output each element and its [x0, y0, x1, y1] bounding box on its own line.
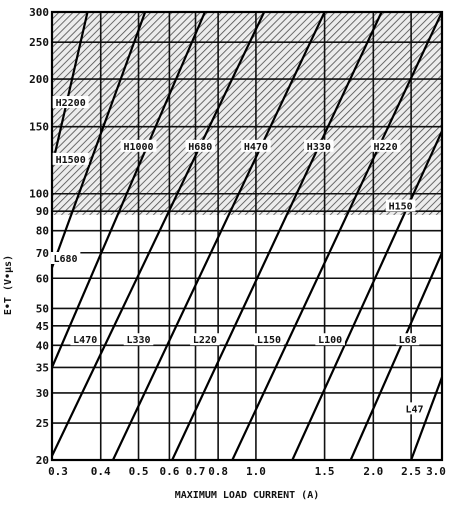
region-label-bg [190, 333, 220, 346]
region-boundary-line [52, 12, 89, 167]
region-label: L150 [254, 333, 284, 346]
region-label-bg [120, 139, 157, 152]
region-label: L470 [70, 333, 101, 346]
region-label: H150 [385, 199, 416, 213]
region-label-bg [370, 139, 401, 152]
region-label-text: H1000 [123, 142, 153, 153]
x-tick-label: 0.6 [159, 465, 179, 478]
y-tick-label: 30 [36, 387, 49, 400]
x-tick-label: 0.3 [48, 465, 68, 478]
region-label-bg [52, 152, 89, 165]
x-axis-title: MAXIMUM LOAD CURRENT (A) [175, 490, 320, 501]
region-label-bg [402, 402, 427, 415]
region-boundary-line [111, 12, 326, 460]
region-label-text: L47 [405, 404, 423, 415]
region-label-text: L330 [126, 335, 150, 346]
region-label-bg [70, 333, 101, 346]
region-label: H470 [241, 139, 271, 153]
y-tick-label: 60 [36, 272, 49, 285]
region-boundary-line [349, 252, 442, 460]
region-boundary-line [52, 12, 266, 457]
region-label-bg [185, 139, 216, 152]
y-tick-label: 40 [36, 339, 49, 352]
region-label-bg [304, 139, 334, 152]
region-boundary-line [171, 12, 383, 460]
x-tick-label: 2.0 [363, 465, 383, 478]
region-label-bg [315, 333, 345, 346]
region-label-text: L470 [73, 335, 97, 346]
region-label: H330 [304, 139, 334, 153]
y-tick-label: 50 [36, 302, 49, 315]
region-label-text: H330 [307, 142, 331, 153]
region-label-text: L680 [54, 254, 78, 265]
plot-frame [50, 10, 444, 462]
region-label: H2200 [52, 96, 89, 109]
region-label-text: H1500 [56, 155, 86, 166]
region-label-text: L68 [399, 335, 417, 346]
region-label-bg [123, 333, 154, 346]
region-label: L100 [315, 333, 345, 346]
y-tick-label: 200 [29, 73, 49, 86]
region-label-text: L150 [257, 335, 281, 346]
region-label-bg [241, 139, 271, 152]
region-boundary-line [52, 12, 206, 368]
region-label-text: H220 [374, 142, 398, 153]
region-label-bg [52, 96, 89, 109]
region-label-bg [50, 251, 81, 264]
region-label: L47 [402, 402, 427, 415]
region-label: L680 [50, 251, 81, 265]
region-label-bg [254, 333, 284, 346]
region-label: H220 [370, 139, 401, 153]
y-tick-label: 90 [36, 205, 49, 218]
region-label-bg [396, 333, 420, 346]
region-label-text: H470 [244, 142, 268, 153]
x-tick-label: 3.0 [426, 465, 446, 478]
x-tick-label: 2.5 [401, 465, 421, 478]
x-tick-label: 0.4 [91, 465, 111, 478]
y-tick-label: 300 [29, 6, 49, 19]
y-tick-label: 35 [36, 361, 49, 374]
region-label-text: L220 [193, 335, 217, 346]
region-label-text: H680 [188, 142, 212, 153]
region-boundary-line [52, 12, 147, 268]
region-boundary-line [231, 12, 442, 460]
region-label: H1000 [120, 139, 157, 153]
y-tick-label: 250 [29, 36, 49, 49]
y-tick-label: 25 [36, 417, 49, 430]
region-label-text: H2200 [56, 98, 86, 109]
x-tick-label: 1.5 [315, 465, 335, 478]
y-axis-title: E•T (V•μs) [3, 255, 14, 315]
region-label-bg [385, 199, 416, 212]
y-tick-label: 100 [29, 188, 49, 201]
region-label: H1500 [52, 152, 89, 166]
region-boundary-line [410, 376, 442, 460]
region-label: L220 [190, 333, 220, 346]
x-tick-label: 0.7 [186, 465, 206, 478]
x-tick-label: 0.5 [129, 465, 149, 478]
region-label: H680 [185, 139, 216, 153]
region-label: L68 [396, 333, 420, 346]
region-boundary-line [291, 130, 442, 460]
y-tick-label: 20 [36, 454, 49, 467]
region-label: L330 [123, 333, 154, 346]
region-label-text: H150 [389, 202, 413, 213]
region-label-text: L100 [318, 335, 342, 346]
y-tick-label: 150 [29, 121, 49, 134]
x-tick-label: 1.0 [246, 465, 266, 478]
x-tick-label: 0.8 [208, 465, 228, 478]
y-tick-label: 45 [36, 320, 49, 333]
y-tick-label: 80 [36, 225, 49, 238]
y-tick-label: 70 [36, 247, 49, 260]
